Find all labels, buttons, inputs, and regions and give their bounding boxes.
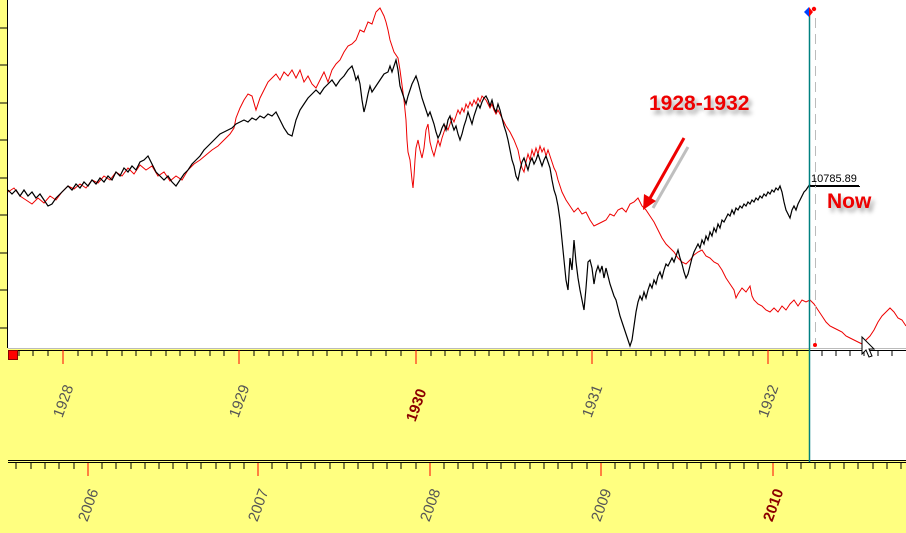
bottom-time-axis [0, 460, 906, 533]
top-time-axis [0, 348, 906, 460]
axis-start-marker[interactable] [8, 350, 18, 360]
top-axis-major-ticks [62, 350, 769, 364]
bottom-axis-minor-ticks [15, 463, 902, 469]
now-marker [804, 6, 817, 17]
bottom-axis-major-ticks [87, 463, 774, 476]
top-axis-minor-ticks [18, 350, 893, 356]
annotation-now: Now [827, 190, 872, 213]
mouse-cursor [861, 335, 876, 358]
y-axis [0, 0, 8, 348]
future-area-top-axis [810, 348, 906, 460]
last-value-label: 10785.89 [810, 173, 859, 186]
series-1928-1932 [7, 7, 906, 345]
series-2006-2010 [7, 57, 811, 348]
annotation-1928-1932: 1928-1932 [649, 92, 750, 115]
annotation-arrow [643, 137, 690, 210]
